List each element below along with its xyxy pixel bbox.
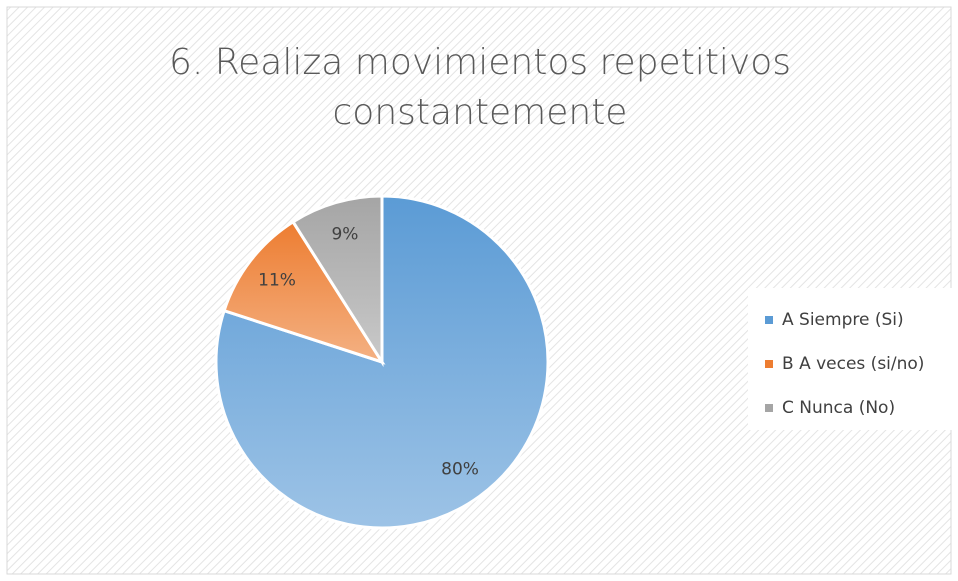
pie-slice <box>290 194 384 368</box>
legend-swatch <box>765 316 773 324</box>
legend-label: C Nunca (No) <box>782 398 895 418</box>
data-label: 11% <box>258 271 296 291</box>
legend-label: B A veces (si/no) <box>782 354 924 374</box>
chart-title: 6. Realiza movimientos repetitivos const… <box>168 42 792 133</box>
pie-slice <box>214 194 550 530</box>
legend-swatch <box>765 404 773 412</box>
data-label: 80% <box>441 459 479 479</box>
data-label: 9% <box>331 224 358 244</box>
legend-swatch <box>765 360 773 368</box>
legend-label: A Siempre (Si) <box>782 310 904 330</box>
pie-slice <box>222 219 386 365</box>
legend-box <box>748 288 958 430</box>
